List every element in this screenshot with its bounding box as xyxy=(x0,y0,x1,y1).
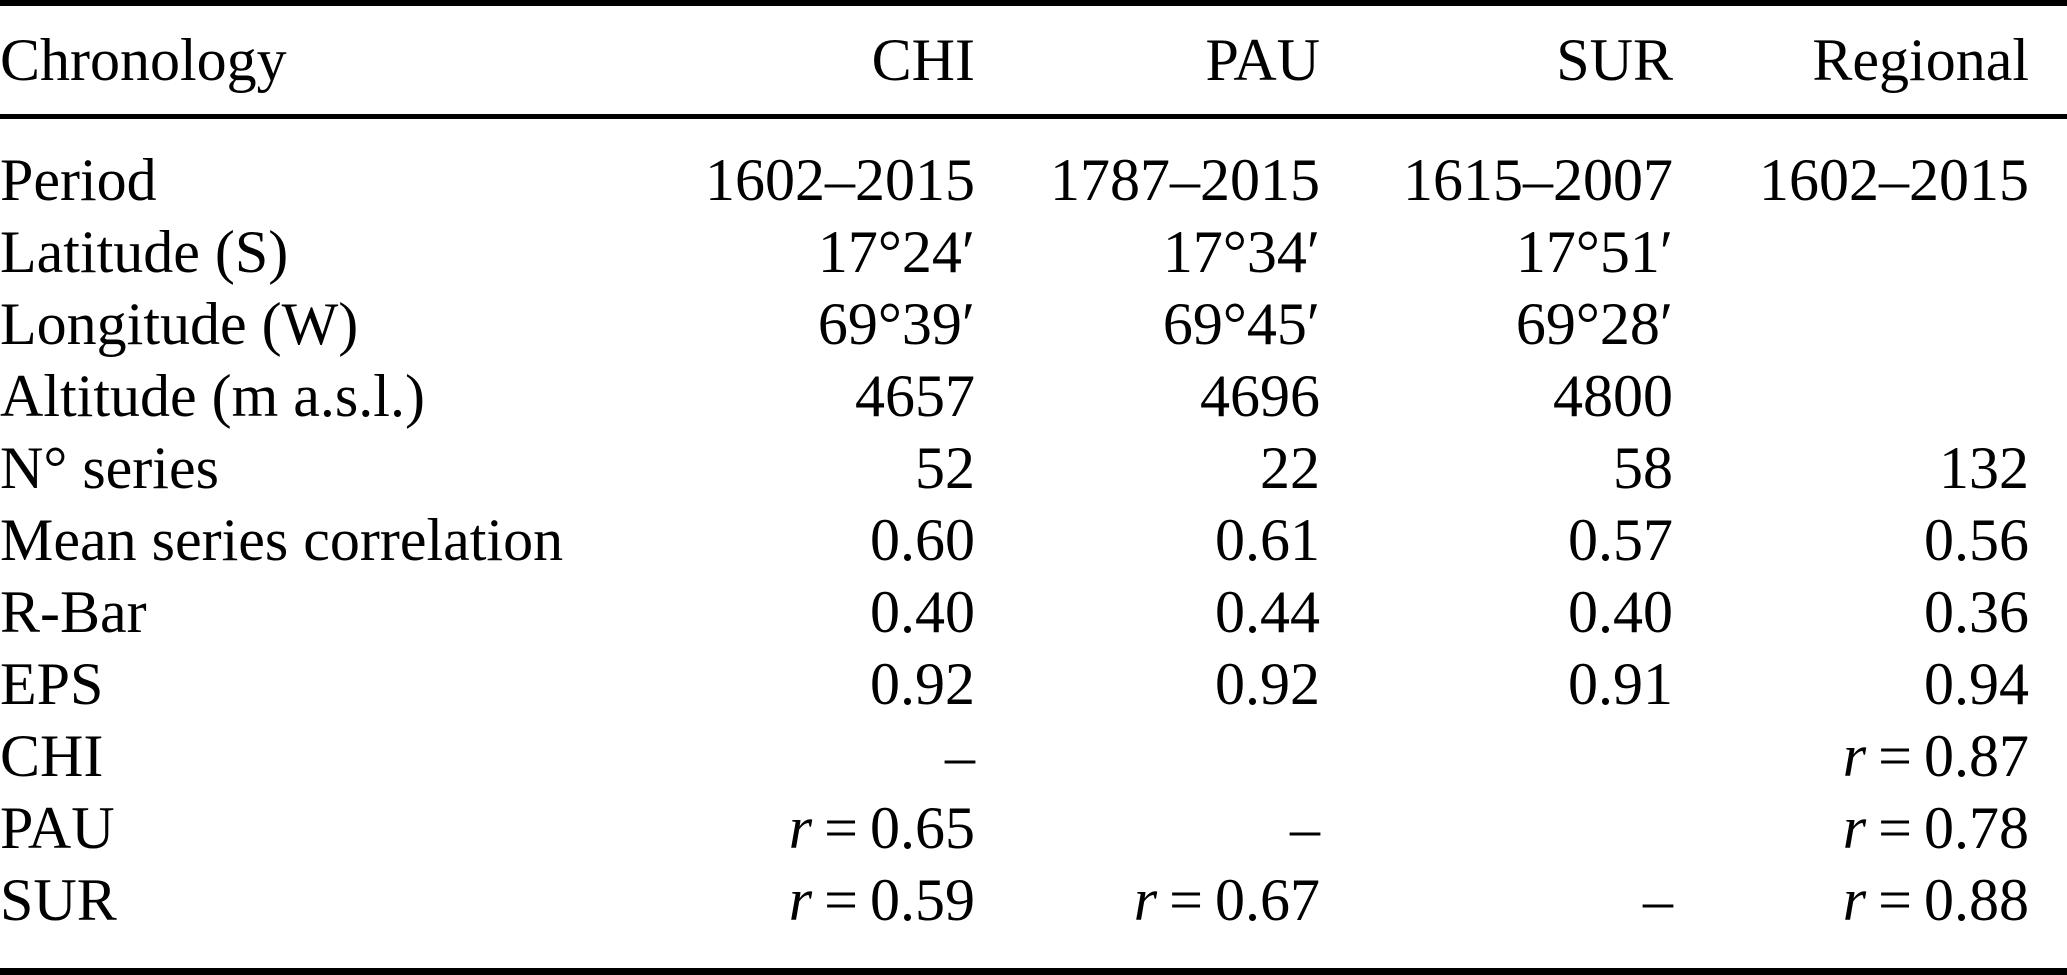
row-label: CHI xyxy=(0,723,104,789)
cell: 0.92 xyxy=(870,651,975,717)
table-row-period: Period 1602–2015 1787–2015 1615–2007 160… xyxy=(0,144,2067,216)
cell: 0.57 xyxy=(1568,507,1673,573)
cell: 0.61 xyxy=(1215,507,1320,573)
table-row-pau-correlations: PAU r = 0.65 – r = 0.78 xyxy=(0,792,2067,864)
table-row-chi-correlations: CHI – r = 0.87 xyxy=(0,720,2067,792)
cell: 0.56 xyxy=(1924,507,2029,573)
column-header-chronology: Chronology xyxy=(0,6,620,119)
cell: 69°45′ xyxy=(1162,291,1320,357)
spacer-row xyxy=(0,116,2067,144)
table-row-n-series: N° series 52 22 58 132 xyxy=(0,432,2067,504)
table-row-sur-correlations: SUR r = 0.59 r = 0.67 – r = 0.88 xyxy=(0,864,2067,936)
cell: 0.40 xyxy=(1568,579,1673,645)
row-label: SUR xyxy=(0,867,117,933)
cell xyxy=(1320,792,1673,864)
cell xyxy=(1673,216,2067,288)
cell: r = 0.87 xyxy=(1842,723,2029,789)
cell: 58 xyxy=(1613,435,1673,501)
cell: 0.44 xyxy=(1215,579,1320,645)
cell: 1602–2015 xyxy=(705,147,975,213)
cell: r = 0.65 xyxy=(788,795,975,861)
chronology-table: Chronology CHI PAU SUR Regional Period 1… xyxy=(0,6,2067,968)
cell: 17°24′ xyxy=(817,219,975,285)
cell xyxy=(975,720,1320,792)
table-row-latitude: Latitude (S) 17°24′ 17°34′ 17°51′ xyxy=(0,216,2067,288)
cell: 0.92 xyxy=(1215,651,1320,717)
table-row-rbar: R-Bar 0.40 0.44 0.40 0.36 xyxy=(0,576,2067,648)
cell: 4696 xyxy=(1200,363,1320,429)
cell: 17°51′ xyxy=(1515,219,1673,285)
cell: r = 0.88 xyxy=(1842,867,2029,933)
table-row-eps: EPS 0.92 0.92 0.91 0.94 xyxy=(0,648,2067,720)
column-header-chi: CHI xyxy=(620,6,975,119)
cell: 0.91 xyxy=(1568,651,1673,717)
cell: r = 0.67 xyxy=(1133,867,1320,933)
header-row: Chronology CHI PAU SUR Regional xyxy=(0,6,2067,119)
cell: r = 0.59 xyxy=(788,867,975,933)
column-header-pau: PAU xyxy=(975,6,1320,119)
cell: 0.60 xyxy=(870,507,975,573)
row-label: PAU xyxy=(0,795,115,861)
table-row-altitude: Altitude (m a.s.l.) 4657 4696 4800 xyxy=(0,360,2067,432)
cell: 1615–2007 xyxy=(1403,147,1673,213)
row-label: Latitude (S) xyxy=(0,219,289,285)
cell: – xyxy=(945,723,975,789)
cell: 0.40 xyxy=(870,579,975,645)
cell: 17°34′ xyxy=(1162,219,1320,285)
cell: – xyxy=(1290,795,1320,861)
cell: 1602–2015 xyxy=(1759,147,2029,213)
cell: 0.36 xyxy=(1924,579,2029,645)
cell: 69°28′ xyxy=(1515,291,1673,357)
cell: 1787–2015 xyxy=(1050,147,1320,213)
cell: 4657 xyxy=(855,363,975,429)
cell: r = 0.78 xyxy=(1842,795,2029,861)
table-row-mean-series-correlation: Mean series correlation 0.60 0.61 0.57 0… xyxy=(0,504,2067,576)
row-label: Altitude (m a.s.l.) xyxy=(0,363,425,429)
row-label: Period xyxy=(0,147,157,213)
cell xyxy=(1673,360,2067,432)
row-label: Longitude (W) xyxy=(0,291,359,357)
spacer-row xyxy=(0,936,2067,968)
cell: – xyxy=(1643,867,1673,933)
cell: 132 xyxy=(1939,435,2029,501)
column-header-sur: SUR xyxy=(1320,6,1673,119)
table-row-longitude: Longitude (W) 69°39′ 69°45′ 69°28′ xyxy=(0,288,2067,360)
cell: 0.94 xyxy=(1924,651,2029,717)
row-label: R-Bar xyxy=(0,579,147,645)
row-label: Mean series correlation xyxy=(0,507,564,573)
cell xyxy=(1320,720,1673,792)
cell: 52 xyxy=(915,435,975,501)
cell: 22 xyxy=(1260,435,1320,501)
column-header-regional: Regional xyxy=(1673,6,2067,119)
cell: 69°39′ xyxy=(817,291,975,357)
cell xyxy=(1673,288,2067,360)
row-label: EPS xyxy=(0,651,104,717)
cell: 4800 xyxy=(1553,363,1673,429)
row-label: N° series xyxy=(0,435,219,501)
